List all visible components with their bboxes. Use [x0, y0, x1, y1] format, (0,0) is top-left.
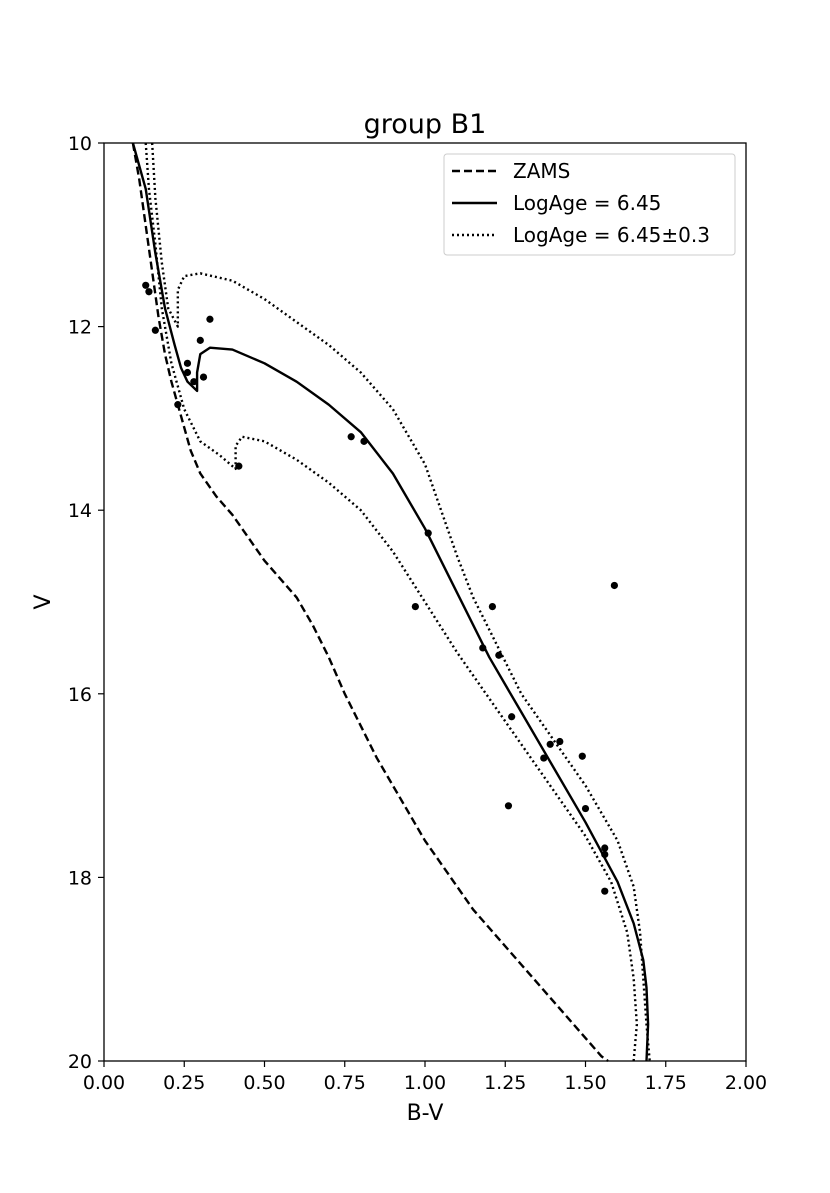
data-point	[199, 373, 208, 381]
y-tick-label: 20	[68, 1051, 92, 1073]
y-tick-label: 10	[68, 133, 92, 155]
data-point	[151, 326, 159, 334]
data-point	[601, 887, 609, 895]
series-line-logage-6-45	[131, 142, 650, 1062]
y-tick-label: 14	[68, 500, 92, 522]
y-tick-label: 12	[68, 317, 92, 339]
x-tick-label: 0.25	[163, 1072, 205, 1094]
chart-title: group B1	[364, 109, 487, 140]
plot-frame	[103, 142, 747, 1062]
data-point	[411, 602, 419, 611]
series-line-zams	[131, 142, 609, 1062]
data-point	[183, 368, 192, 377]
data-point	[235, 462, 243, 470]
data-point	[601, 850, 609, 859]
data-point	[183, 359, 192, 367]
legend-label-zams: ZAMS	[513, 159, 570, 183]
y-tick-label: 16	[68, 684, 92, 706]
x-axis-label: B-V	[407, 1101, 444, 1126]
data-point	[601, 844, 609, 852]
legend-box	[443, 153, 736, 256]
data-point	[495, 651, 503, 659]
x-tick-label: 1.75	[645, 1072, 687, 1094]
data-point	[610, 581, 618, 590]
data-point	[145, 288, 153, 296]
data-point	[504, 802, 513, 810]
x-tick-label: 0.00	[83, 1072, 125, 1094]
x-tick-label: 0.50	[243, 1072, 285, 1094]
y-tick-label: 18	[68, 867, 92, 889]
data-point	[578, 752, 586, 760]
data-point	[508, 713, 516, 721]
data-point	[190, 378, 198, 386]
data-point	[546, 740, 554, 748]
x-tick-label: 1.00	[404, 1072, 446, 1094]
data-point	[360, 437, 368, 445]
legend-label-logage: LogAge = 6.45	[513, 191, 661, 215]
x-tick-label: 1.50	[564, 1072, 606, 1094]
data-point	[479, 644, 487, 652]
data-point	[347, 433, 355, 441]
data-point	[488, 602, 497, 611]
series-line-logage-6-45-0-3-upper	[150, 142, 651, 1062]
axis-ticks: 0.00 0.25 0.50 0.75 1.00 1.25 1.50 1.75 2.00 10 12…	[68, 133, 767, 1094]
data-point	[142, 281, 150, 289]
data-point	[556, 737, 564, 746]
data-point	[174, 401, 182, 409]
series-line-logage-6-45-0-3-lower	[144, 142, 639, 1062]
data-point	[196, 336, 204, 344]
x-tick-label: 1.25	[484, 1072, 526, 1094]
y-axis-label: V	[31, 594, 56, 609]
x-tick-label: 0.75	[324, 1072, 366, 1094]
legend-label-logage-range: LogAge = 6.45±0.3	[513, 223, 710, 247]
legend: ZAMS LogAge = 6.45 LogAge = 6.45±0.3	[443, 153, 736, 256]
data-point	[424, 529, 432, 537]
data-point	[540, 754, 548, 762]
x-tick-label: 2.00	[725, 1072, 767, 1094]
data-point	[206, 315, 214, 323]
data-point	[581, 804, 590, 813]
plot-area	[131, 142, 651, 1062]
